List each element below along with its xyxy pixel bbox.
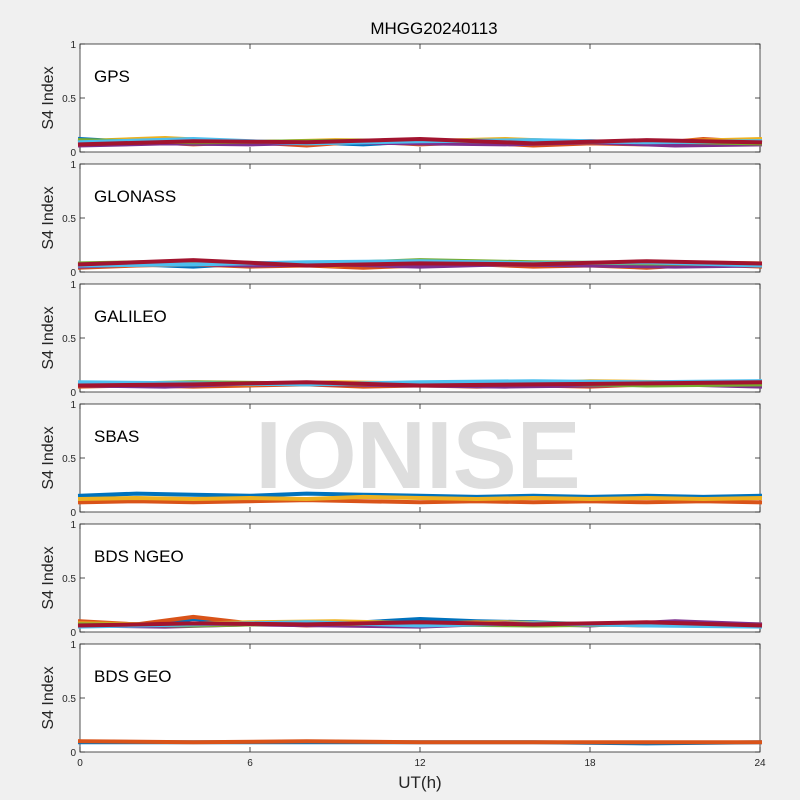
panel-axes-box bbox=[79, 643, 761, 753]
watermark: IONISE bbox=[255, 402, 580, 509]
y-axis-label: S4 Index bbox=[40, 66, 57, 129]
panel-4: 0 0.5 1 S4 Index BDS NGEO bbox=[40, 520, 763, 639]
panel-axes-box bbox=[79, 283, 761, 393]
y-axis-label: S4 Index bbox=[40, 546, 57, 609]
panel-axes-box bbox=[79, 43, 761, 153]
y-tick-label: 0.5 bbox=[62, 94, 76, 105]
x-tick-label: 12 bbox=[414, 758, 426, 769]
y-axis-label: S4 Index bbox=[40, 426, 57, 489]
figure-title: MHGG20240113 bbox=[370, 19, 497, 38]
y-tick-label: 0 bbox=[70, 268, 76, 279]
y-axis-label: S4 Index bbox=[40, 186, 57, 249]
series-line bbox=[77, 620, 763, 628]
y-tick-label: 0.5 bbox=[62, 574, 76, 585]
series-line bbox=[77, 491, 763, 499]
series-line bbox=[77, 498, 763, 505]
x-tick-label: 18 bbox=[584, 758, 596, 769]
x-tick-label: 0 bbox=[77, 758, 83, 769]
y-tick-label: 0.5 bbox=[62, 214, 76, 225]
panel-0: 0 0.5 1 S4 Index GPS bbox=[40, 40, 763, 159]
panel-3: 0 0.5 1 S4 Index SBAS bbox=[40, 400, 763, 519]
y-tick-label: 1 bbox=[70, 640, 76, 651]
panel-2: 0 0.5 1 S4 Index GALILEO bbox=[40, 280, 763, 399]
y-tick-label: 1 bbox=[70, 520, 76, 531]
y-axis-label: S4 Index bbox=[40, 666, 57, 729]
x-axis-label: UT(h) bbox=[398, 773, 441, 792]
series-line bbox=[77, 137, 763, 147]
y-tick-label: 0 bbox=[70, 388, 76, 399]
constellation-label: BDS GEO bbox=[94, 667, 171, 686]
y-tick-label: 1 bbox=[70, 40, 76, 51]
series-line bbox=[77, 739, 762, 745]
y-tick-label: 0 bbox=[70, 748, 76, 759]
constellation-label: GALILEO bbox=[94, 307, 167, 326]
series-line bbox=[77, 494, 763, 502]
constellation-label: SBAS bbox=[94, 427, 139, 446]
y-tick-label: 1 bbox=[70, 160, 76, 171]
panel-stack: 0 0.5 1 S4 Index GPS 0 0.5 1 S4 Index GLONASS 0 0.5… bbox=[40, 40, 766, 769]
panel-1: 0 0.5 1 S4 Index GLONASS bbox=[40, 160, 763, 279]
panel-axes-box bbox=[79, 523, 761, 633]
constellation-label: GLONASS bbox=[94, 187, 176, 206]
y-tick-label: 0 bbox=[70, 628, 76, 639]
y-tick-label: 0.5 bbox=[62, 454, 76, 465]
series-line bbox=[77, 258, 763, 268]
panel-5: 0 0.5 1 0 6 12 18 24 S4 Index BDS GEO bbox=[40, 640, 766, 769]
series-line bbox=[77, 137, 763, 146]
panel-axes-box bbox=[79, 163, 761, 273]
y-tick-label: 0.5 bbox=[62, 334, 76, 345]
x-tick-label: 6 bbox=[247, 758, 253, 769]
y-tick-label: 1 bbox=[70, 400, 76, 411]
y-tick-label: 0.5 bbox=[62, 694, 76, 705]
series-line bbox=[77, 380, 763, 388]
y-tick-label: 1 bbox=[70, 280, 76, 291]
y-tick-label: 0 bbox=[70, 148, 76, 159]
constellation-label: GPS bbox=[94, 67, 130, 86]
y-axis-label: S4 Index bbox=[40, 306, 57, 369]
y-tick-label: 0 bbox=[70, 508, 76, 519]
x-tick-label: 24 bbox=[754, 758, 766, 769]
constellation-label: BDS NGEO bbox=[94, 547, 184, 566]
